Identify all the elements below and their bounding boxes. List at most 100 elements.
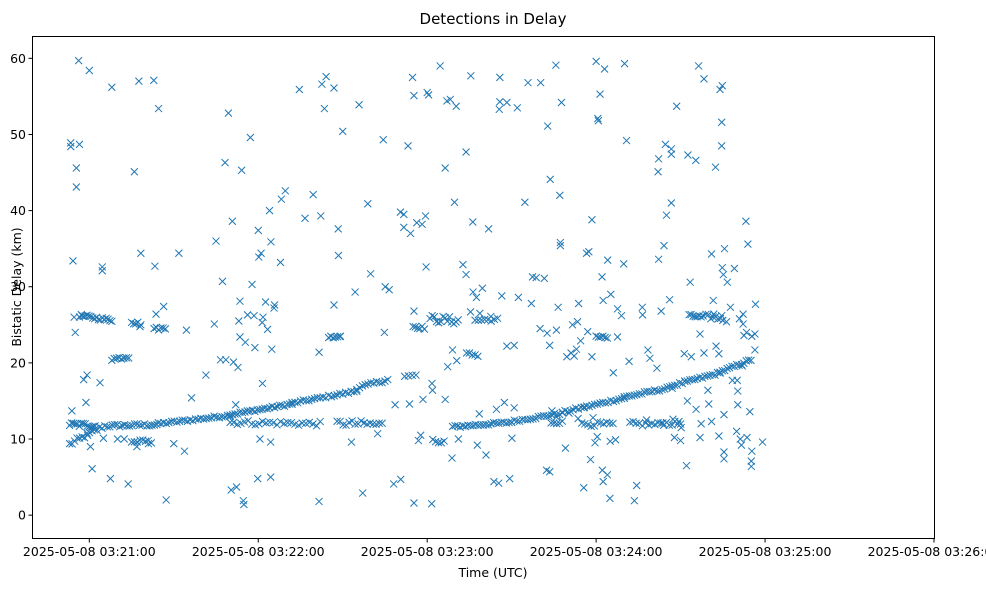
data-point	[72, 164, 81, 172]
data-point-track-12	[690, 375, 699, 384]
data-point-track-2	[135, 421, 144, 430]
data-point	[751, 330, 759, 338]
data-point	[259, 313, 267, 322]
data-point-track-18	[587, 422, 595, 431]
data-point	[436, 62, 444, 70]
data-point	[561, 444, 570, 453]
data-point	[536, 324, 544, 333]
data-point	[448, 346, 457, 354]
data-point	[500, 398, 509, 407]
data-point	[472, 293, 481, 302]
data-point-track-30	[468, 351, 477, 359]
data-point	[107, 83, 116, 92]
data-point	[151, 262, 159, 271]
data-point	[746, 407, 754, 416]
data-point-track-12	[696, 373, 704, 382]
data-point-track-10	[563, 407, 572, 416]
data-point	[428, 386, 437, 395]
data-point-track-14	[79, 419, 88, 428]
data-point	[469, 288, 477, 296]
data-point-track-11	[650, 386, 659, 394]
data-point	[572, 345, 581, 354]
data-point	[667, 150, 676, 159]
data-point	[351, 288, 359, 296]
data-point-track-25	[144, 439, 153, 448]
data-point	[732, 427, 741, 436]
data-point-track-5	[347, 387, 356, 396]
data-point-track-18	[609, 419, 617, 428]
data-point	[232, 483, 241, 491]
data-point	[135, 77, 143, 86]
data-point	[414, 436, 423, 445]
data-point	[747, 447, 756, 456]
data-point-track-8	[451, 421, 459, 430]
data-point	[261, 298, 270, 306]
data-point-track-18	[606, 419, 614, 427]
data-point-track-12	[703, 372, 712, 380]
data-point-track-7	[412, 371, 420, 379]
data-point	[720, 454, 728, 463]
data-point	[462, 270, 470, 279]
data-point-track-5	[327, 392, 336, 401]
data-point	[267, 237, 275, 246]
data-point	[99, 434, 108, 443]
data-point	[700, 75, 708, 83]
data-point	[221, 158, 229, 167]
data-point	[182, 326, 191, 334]
data-point	[391, 400, 399, 409]
data-point	[267, 345, 276, 354]
data-point-track-13	[725, 363, 734, 372]
data-point	[497, 292, 506, 300]
data-point	[315, 348, 323, 357]
data-point-track-14	[91, 422, 99, 430]
data-point	[638, 303, 647, 312]
data-point	[646, 354, 654, 363]
data-point	[482, 451, 490, 459]
data-point	[588, 352, 596, 361]
data-point-track-27	[413, 324, 422, 333]
data-point	[557, 98, 566, 107]
data-point	[704, 386, 712, 395]
data-point-track-11	[635, 389, 644, 398]
data-point	[508, 434, 516, 443]
data-point	[730, 264, 739, 273]
data-point	[654, 154, 663, 163]
data-point-track-2	[110, 420, 119, 429]
data-point	[159, 302, 168, 311]
data-point-track-25	[147, 439, 156, 447]
data-point-track-24	[159, 324, 167, 332]
data-point	[229, 358, 238, 366]
data-point-track-26	[329, 333, 337, 342]
data-point-track-30	[462, 349, 471, 357]
data-point	[187, 394, 196, 402]
data-point-track-12	[688, 375, 697, 384]
data-point-track-15	[309, 420, 317, 428]
y-tick-label: 10	[10, 432, 26, 447]
data-point-track-15	[269, 418, 278, 427]
data-point-track-4	[255, 405, 264, 414]
data-point-track-24	[156, 324, 165, 332]
x-tick-label: 2025-05-08 03:25:00	[699, 544, 832, 559]
data-point-track-16	[333, 417, 341, 426]
data-point	[707, 417, 716, 426]
data-point	[554, 303, 562, 312]
data-point	[696, 330, 704, 338]
data-point	[739, 320, 747, 328]
data-point	[66, 142, 75, 151]
data-point	[686, 278, 695, 287]
data-point	[495, 97, 504, 106]
data-point-track-33	[704, 310, 713, 319]
data-point	[473, 441, 482, 449]
data-point	[248, 280, 256, 289]
data-point-track-11	[658, 385, 666, 394]
data-point	[419, 395, 427, 404]
data-point	[599, 477, 608, 486]
data-point	[277, 195, 286, 204]
data-point	[424, 91, 433, 99]
data-point	[577, 419, 586, 427]
data-point	[747, 462, 756, 471]
data-point	[452, 356, 461, 365]
data-point	[747, 332, 756, 341]
data-point-track-12	[683, 377, 692, 385]
data-point	[723, 278, 732, 287]
